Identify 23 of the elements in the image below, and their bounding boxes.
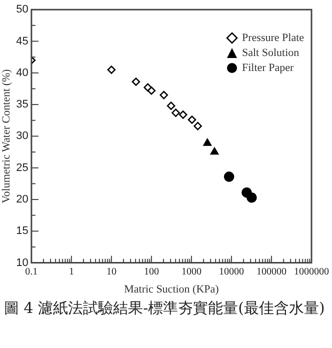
legend-label: Pressure Plate	[242, 32, 304, 44]
x-axis-title: Matric Suction (KPa)	[124, 283, 220, 296]
legend-label: Salt Solution	[242, 46, 300, 58]
y-axis-title: Volumetric Water Content (%)	[0, 68, 12, 204]
x-tick-label: 1	[68, 266, 74, 278]
x-tick-label: 100	[144, 266, 159, 278]
y-tick-label: 15	[16, 225, 28, 238]
y-tick-label: 35	[16, 98, 28, 111]
y-tick-label: 30	[16, 130, 28, 142]
y-tick-label: 25	[16, 162, 28, 174]
x-tick-label: 100000	[256, 266, 286, 278]
y-tick-label: 10	[16, 256, 28, 269]
x-tick-label: 10000	[218, 266, 244, 278]
legend-label: Filter Paper	[242, 62, 294, 74]
x-tick-label: 10	[106, 266, 116, 278]
y-tick-label: 50	[16, 4, 28, 16]
y-tick-label: 45	[16, 35, 28, 48]
x-tick-label: 0.1	[25, 266, 38, 278]
y-tick-label: 20	[16, 194, 28, 206]
caption: 圖 4 濾紙法試驗結果-標準夯實能量(最佳含水量)	[4, 298, 326, 318]
x-tick-label: 1000	[181, 266, 202, 278]
y-tick-label: 40	[16, 66, 28, 79]
x-tick-label: 1000000	[294, 266, 329, 278]
